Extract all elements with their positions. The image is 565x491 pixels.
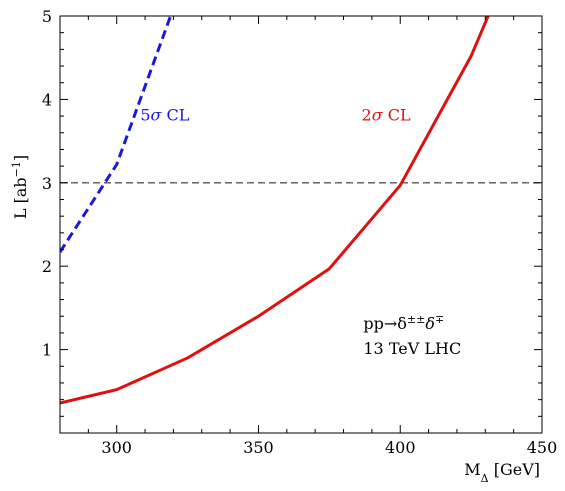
x-tick-label: 400 [385,438,416,457]
x-axis-title: MΔ [GeV] [464,460,540,485]
y-tick-label: 4 [42,90,52,109]
y-tick-label: 5 [42,7,52,26]
x-tick-label: 350 [243,438,274,457]
axes: 300 350 400 450 1 2 3 4 5 MΔ [GeV] L [ab−1] [10,7,558,485]
series-label-1: 5σ CL [140,105,189,124]
series-line-2 [60,16,490,405]
annotation-1: pp→δ±±δ∓ [363,312,444,333]
x-tick-label: 300 [101,438,132,457]
series-label-2: 2σ CL [362,105,411,124]
plot-frame [59,15,543,434]
y-axis-title: L [ab−1] [10,155,31,219]
plot-area: 5σ CL 2σ CL pp→δ±±δ∓ 13 TeV LHC [60,16,542,405]
y-tick-label: 1 [42,341,52,360]
y-tick-label: 2 [42,257,52,276]
x-tick-label: 450 [527,438,558,457]
y-tick-label: 3 [42,174,52,193]
annotation-2: 13 TeV LHC [363,339,461,358]
series-line-1 [60,16,172,253]
